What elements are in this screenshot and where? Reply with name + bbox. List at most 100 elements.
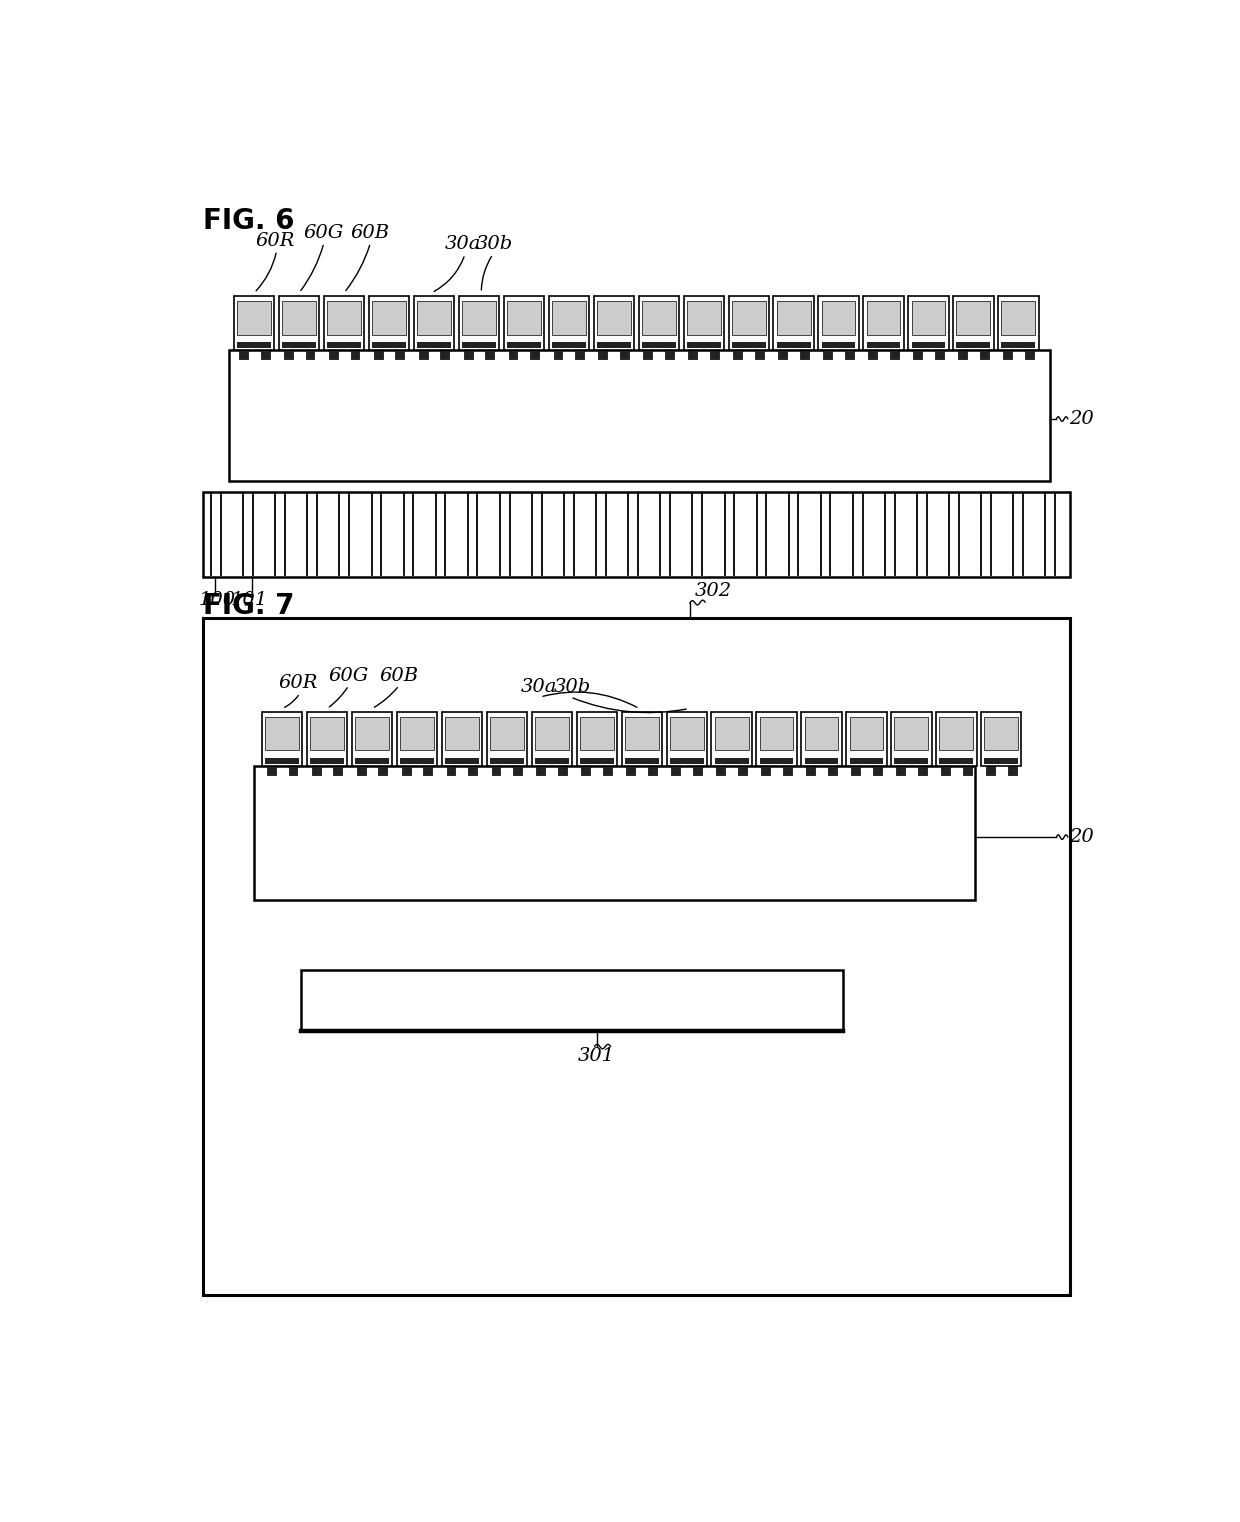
Text: 302: 302 xyxy=(694,581,732,600)
Bar xyxy=(688,350,697,359)
Bar xyxy=(490,717,523,750)
Bar xyxy=(260,350,269,359)
Bar xyxy=(940,717,973,750)
Bar xyxy=(897,766,905,775)
Bar xyxy=(890,350,899,359)
Bar xyxy=(582,766,590,775)
Bar xyxy=(463,301,496,335)
Bar xyxy=(1008,766,1017,775)
Bar xyxy=(327,301,361,335)
Bar xyxy=(446,766,455,775)
Bar xyxy=(1002,301,1035,335)
Bar xyxy=(806,766,815,775)
Bar xyxy=(693,766,702,775)
Bar xyxy=(642,301,676,335)
Bar xyxy=(310,717,343,750)
Text: FIG. 6: FIG. 6 xyxy=(203,207,295,236)
Bar xyxy=(980,350,988,359)
Bar xyxy=(665,350,675,359)
Bar xyxy=(986,766,994,775)
Bar xyxy=(552,301,585,335)
Bar xyxy=(575,350,584,359)
Text: 20: 20 xyxy=(1069,409,1094,428)
Bar xyxy=(849,758,883,764)
Bar xyxy=(894,758,929,764)
Bar xyxy=(237,342,272,349)
Bar xyxy=(445,758,479,764)
Bar xyxy=(329,350,337,359)
Bar xyxy=(283,301,316,335)
Bar xyxy=(625,758,658,764)
Bar xyxy=(868,350,877,359)
Bar xyxy=(981,712,1022,766)
Bar xyxy=(534,758,569,764)
Bar xyxy=(370,295,409,350)
Bar xyxy=(761,766,770,775)
Bar xyxy=(671,766,681,775)
Bar xyxy=(805,717,838,750)
Bar xyxy=(649,766,657,775)
Bar xyxy=(463,342,496,349)
Bar xyxy=(503,295,544,350)
Bar xyxy=(464,350,472,359)
Bar xyxy=(985,717,1018,750)
Bar xyxy=(892,712,931,766)
Bar xyxy=(490,758,523,764)
Bar xyxy=(305,350,315,359)
Bar xyxy=(327,342,361,349)
Text: 60B: 60B xyxy=(351,224,391,242)
Bar xyxy=(760,717,794,750)
Bar xyxy=(265,758,299,764)
Bar xyxy=(469,766,477,775)
Bar xyxy=(203,492,1069,577)
Bar xyxy=(738,766,746,775)
Bar xyxy=(441,712,482,766)
Bar xyxy=(687,342,720,349)
Bar xyxy=(847,712,887,766)
Bar xyxy=(687,301,720,335)
Bar xyxy=(732,301,765,335)
Bar xyxy=(776,301,811,335)
Bar xyxy=(863,295,904,350)
Text: 30a: 30a xyxy=(445,236,481,254)
Bar xyxy=(894,717,929,750)
Bar xyxy=(729,295,769,350)
Bar xyxy=(644,350,652,359)
Bar xyxy=(402,766,410,775)
Bar xyxy=(203,618,1069,1295)
Bar xyxy=(485,350,495,359)
Bar xyxy=(262,712,303,766)
Bar xyxy=(599,350,608,359)
Bar xyxy=(419,350,428,359)
Bar xyxy=(756,712,796,766)
Bar xyxy=(237,301,272,335)
Bar xyxy=(620,350,629,359)
Bar xyxy=(801,712,842,766)
Bar xyxy=(279,295,320,350)
Bar xyxy=(936,712,977,766)
Bar xyxy=(553,350,563,359)
Bar xyxy=(596,301,631,335)
Bar xyxy=(776,342,811,349)
Bar xyxy=(580,717,614,750)
Bar xyxy=(670,717,703,750)
Bar xyxy=(254,766,975,901)
Bar xyxy=(911,301,945,335)
Text: 60G: 60G xyxy=(329,667,370,685)
Bar xyxy=(580,758,614,764)
Bar xyxy=(549,295,589,350)
Bar xyxy=(867,342,900,349)
Bar xyxy=(311,766,321,775)
Bar xyxy=(711,350,719,359)
Bar xyxy=(239,350,248,359)
Bar xyxy=(667,712,707,766)
Bar xyxy=(822,342,856,349)
Bar xyxy=(596,342,631,349)
Bar xyxy=(265,717,299,750)
Bar xyxy=(935,350,944,359)
Bar xyxy=(1024,350,1034,359)
Bar xyxy=(552,342,585,349)
Bar xyxy=(873,766,882,775)
Bar xyxy=(670,758,703,764)
Text: 301: 301 xyxy=(578,1047,615,1064)
